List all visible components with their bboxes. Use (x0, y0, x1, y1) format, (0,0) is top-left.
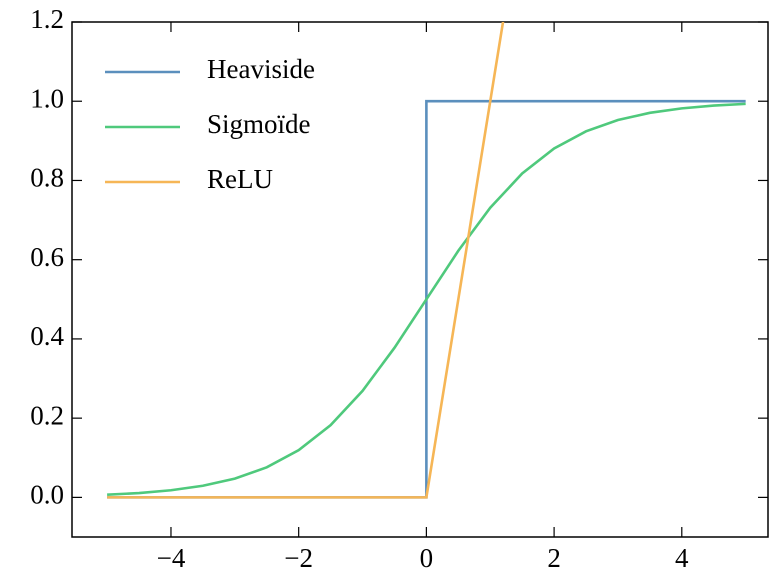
series-line (107, 102, 746, 497)
y-tick-label: 0.6 (30, 242, 64, 272)
legend-label: ReLU (207, 164, 273, 194)
x-tick-label: −4 (157, 543, 186, 573)
legend-label: Sigmoïde (207, 109, 311, 139)
x-tick-label: 4 (675, 543, 689, 573)
y-tick-label: 1.0 (30, 83, 64, 113)
x-tick-label: 2 (547, 543, 561, 573)
y-tick-label: 0.4 (30, 321, 64, 351)
y-tick-label: 0.2 (30, 400, 64, 430)
plot-area (107, 22, 746, 499)
legend-label: Heaviside (207, 54, 315, 84)
y-tick-label: 0.0 (30, 480, 64, 510)
plot-frame (71, 21, 769, 538)
x-tick-label: 0 (420, 543, 434, 573)
series-line (107, 22, 505, 499)
x-tick-label: −2 (284, 543, 313, 573)
y-tick-label: 1.2 (30, 4, 64, 34)
y-tick-label: 0.8 (30, 163, 64, 193)
